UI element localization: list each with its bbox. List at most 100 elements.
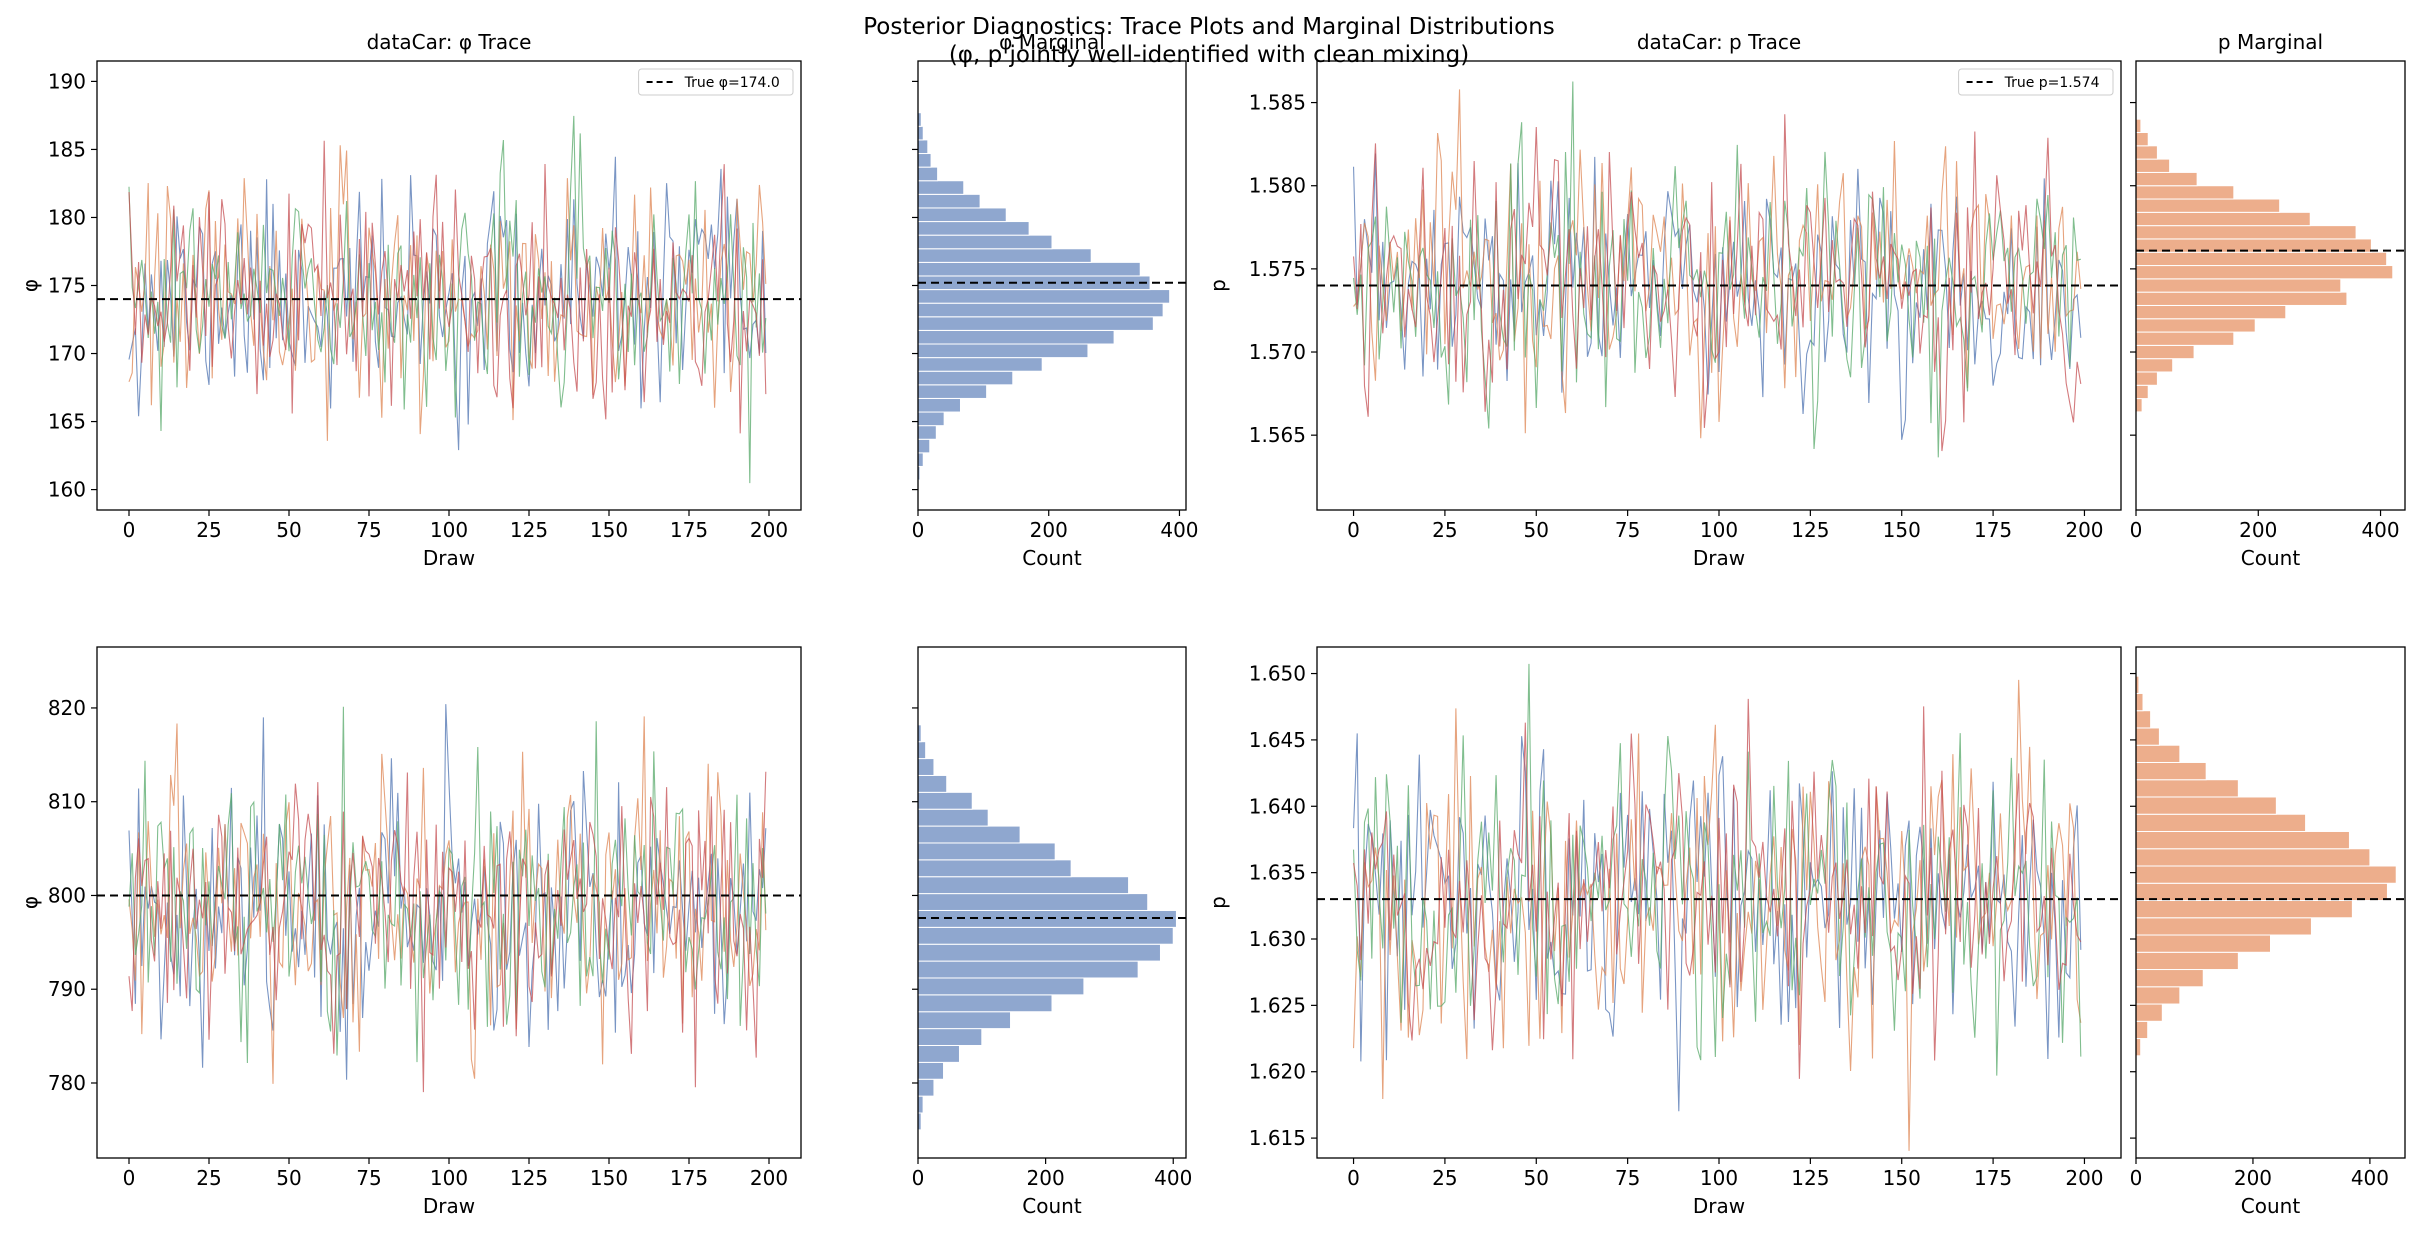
histogram-bar [2136,1003,2163,1022]
y-tick-label: 810 [48,790,86,814]
chain-4-trace [128,140,767,434]
x-tick-label: 50 [276,1166,301,1190]
histogram-bar [918,842,1056,861]
x-axis-label: Draw [423,1194,475,1218]
x-tick-label: 50 [1524,518,1549,542]
histogram-bar [2136,278,2342,293]
histogram-bar [2136,1038,2142,1057]
x-tick-label: 400 [1154,1166,1192,1190]
y-tick-label: 1.565 [1249,423,1306,447]
x-tick-label: 100 [430,518,468,542]
histogram-bar [2136,251,2388,267]
x-tick-label: 125 [1791,1166,1829,1190]
histogram-bar [918,180,965,195]
histogram-bar [918,139,929,155]
panel-title: p Marginal [2218,30,2323,54]
histogram-bar [2136,917,2312,936]
chain-4-trace [1353,698,2082,1079]
x-axis-label: Count [1022,1194,1082,1218]
x-tick-label: 150 [1883,1166,1921,1190]
histogram-bar [918,1044,960,1063]
legend-label: True φ=174.0 [684,75,780,91]
histogram-bar [2136,398,2143,413]
histogram-bar [918,893,1149,911]
chain-3-trace [1353,81,2081,458]
histogram-bar [918,1028,983,1046]
histogram-bar [918,808,989,827]
histogram-bar [918,741,927,760]
histogram-bar [2136,692,2144,712]
panel-p-trace-bottom: 0 25 50 75 100 125 150 175 200 1.615 1.620 1.625 1.6… [1206,646,2122,1218]
histogram-bar [918,316,1154,331]
panels-group: 0 25 50 75 100 125 150 175 200 160 165 170 175 180 185… [18,30,2406,1218]
histogram-bar [2136,291,2348,306]
histogram-bar [2136,969,2204,988]
y-tick-label: 190 [48,69,86,93]
y-tick-label: 1.615 [1249,1126,1306,1150]
panel-title: dataCar: φ Trace [367,30,532,54]
y-tick-label: 170 [48,342,86,366]
x-tick-label: 150 [590,1166,628,1190]
histogram-bar [918,234,1053,250]
histogram-bar [918,166,939,182]
x-tick-label: 200 [2239,518,2277,542]
plot-area [2136,675,2405,1057]
histogram-bar [918,859,1072,878]
histogram-bar [918,943,1161,962]
histogram-bar [918,774,948,793]
histogram-bar [918,411,945,427]
histogram-bar [2136,158,2171,173]
chain-2-trace [128,716,767,1084]
histogram-bar [918,384,988,399]
x-tick-label: 200 [1030,518,1068,542]
y-tick-label: 1.585 [1249,91,1306,115]
x-tick-label: 200 [750,518,788,542]
histogram-bar [2136,727,2160,746]
chain-3-trace [128,115,767,484]
histogram-bar [918,994,1053,1013]
x-tick-label: 200 [2065,518,2103,542]
histogram-bar [918,758,935,776]
histogram-bar [918,261,1141,277]
histogram-bar [2136,225,2357,240]
histogram-bar [918,289,1171,304]
x-axis-label: Count [2241,1194,2301,1218]
histogram-bar [2136,710,2152,729]
axes-frame [917,646,1187,1159]
x-tick-label: 75 [356,518,381,542]
histogram-bar [2136,813,2307,832]
x-tick-label: 50 [1524,1166,1549,1190]
histogram-bar [2136,265,2394,280]
x-tick-label: 75 [1615,518,1640,542]
x-tick-label: 0 [912,1166,925,1190]
histogram-bar [918,825,1021,844]
histogram-bar [918,960,1139,979]
y-axis-label: φ [18,279,42,292]
histogram-bar [2136,675,2140,694]
y-tick-label: 1.630 [1249,927,1306,951]
x-tick-label: 0 [2130,1166,2143,1190]
histogram-bar [918,193,981,209]
x-tick-label: 0 [2130,518,2143,542]
plot-area [2136,118,2405,413]
y-tick-label: 1.650 [1249,662,1306,686]
x-tick-label: 50 [276,518,301,542]
legend-label: True p=1.574 [2004,75,2100,91]
histogram-bar [918,1095,924,1114]
x-tick-label: 0 [1347,518,1360,542]
x-tick-label: 200 [1027,1166,1065,1190]
y-tick-label: 1.640 [1249,794,1306,818]
histogram-bar [918,1078,935,1097]
histogram-bar [2136,761,2207,781]
x-tick-label: 0 [912,518,925,542]
histogram-bar [918,876,1130,895]
histogram-bar [2136,900,2353,919]
histogram-bar [2136,848,2371,867]
x-tick-label: 125 [510,518,548,542]
x-tick-label: 25 [1432,518,1457,542]
histogram-bar [2136,865,2397,884]
plot-area [918,112,1186,481]
panel-p-trace-top: 0 25 50 75 100 125 150 175 200 1.565 1.570 1.575 1.5… [1206,30,2122,570]
histogram-bar [918,1061,945,1080]
